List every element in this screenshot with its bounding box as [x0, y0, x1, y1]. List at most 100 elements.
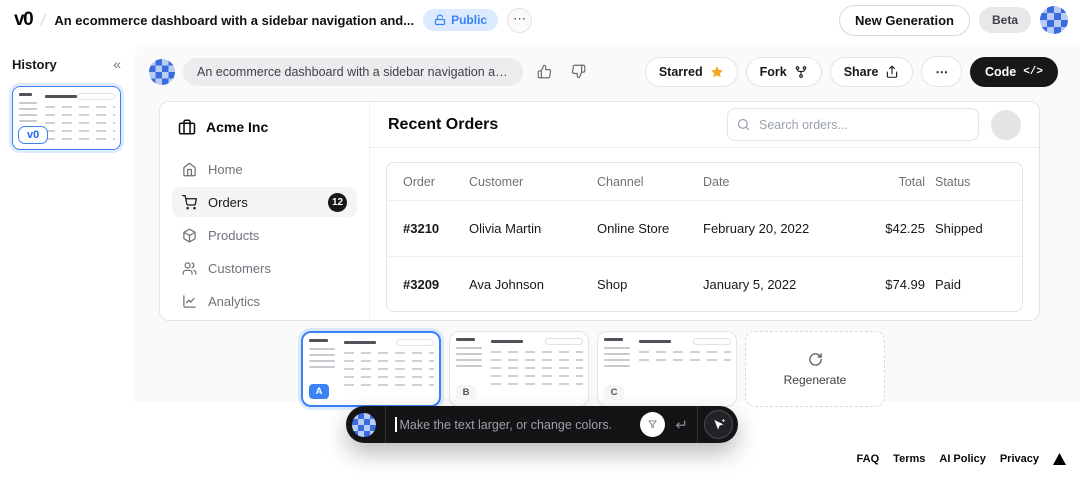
credits-indicator-button[interactable] [640, 412, 666, 437]
mini-line [19, 114, 38, 116]
channel-cell: Shop [597, 276, 628, 292]
mini-search [545, 338, 583, 345]
user-avatar[interactable] [1040, 6, 1068, 34]
share-icon [887, 65, 898, 78]
v0-logo[interactable]: v0 [14, 9, 34, 30]
text-caret [395, 417, 397, 432]
variant-label: A [309, 384, 329, 399]
footer-link-ai-policy[interactable]: AI Policy [939, 453, 986, 465]
history-version-thumbnail[interactable]: v0 [12, 86, 121, 150]
footer-link-privacy[interactable]: Privacy [999, 453, 1039, 465]
beta-badge: Beta [978, 7, 1031, 33]
chat-more-button[interactable]: ⋯ [507, 7, 533, 33]
mini-row [491, 367, 583, 369]
variant-label: B [456, 385, 476, 400]
thumbs-up-icon [537, 64, 551, 79]
code-label: Code [984, 64, 1017, 79]
breadcrumb-separator: / [39, 11, 48, 29]
date-cell: February 20, 2022 [703, 221, 810, 236]
thumbs-up-button[interactable] [531, 59, 557, 85]
divider [697, 406, 698, 443]
variant-b-thumbnail[interactable]: B [449, 331, 589, 407]
history-thumbnail-preview [19, 92, 115, 144]
home-icon [183, 162, 196, 176]
mini-row [45, 114, 115, 116]
mini-line [604, 353, 631, 355]
mini-line [491, 340, 524, 343]
history-panel: History « v0 [0, 40, 133, 493]
preview-user-avatar[interactable] [991, 109, 1021, 140]
workspace: An ecommerce dashboard with a sidebar na… [133, 44, 1080, 407]
date-cell: January 5, 2022 [703, 276, 797, 292]
mini-header [45, 93, 115, 100]
search-box [727, 108, 979, 141]
mini-line [45, 95, 77, 98]
nav-item-products[interactable]: Products [172, 220, 357, 250]
mini-line [19, 102, 38, 104]
thumbs-down-button[interactable] [565, 59, 591, 85]
mini-line [604, 359, 631, 361]
mini-line [456, 347, 483, 349]
nav-label: Analytics [208, 293, 261, 309]
variant-c-thumbnail[interactable]: C [597, 331, 737, 407]
generated-preview: Acme Inc Home Orders 12 Products [159, 101, 1040, 321]
mini-search [693, 338, 731, 345]
search-orders-input[interactable] [727, 108, 979, 141]
briefcase-icon [178, 119, 196, 135]
prompt-avatar [352, 412, 376, 437]
nav-label: Products [208, 227, 260, 243]
nav-item-customers[interactable]: Customers [172, 253, 357, 283]
starred-button[interactable]: Starred [644, 56, 738, 87]
total-cell: $42.25 [885, 221, 925, 236]
mini-line [604, 365, 631, 367]
fork-button[interactable]: Fork [745, 56, 822, 87]
public-badge[interactable]: Public [423, 9, 499, 31]
prompt-input[interactable] [399, 417, 641, 432]
nav-label: Customers [208, 260, 271, 276]
nav-item-orders[interactable]: Orders 12 [172, 187, 357, 217]
vercel-logo[interactable] [1053, 453, 1066, 465]
generation-header: An ecommerce dashboard with a sidebar na… [133, 44, 1080, 95]
nav-label: Home [208, 161, 243, 177]
generation-prompt[interactable]: An ecommerce dashboard with a sidebar na… [183, 57, 523, 86]
new-generation-button[interactable]: New Generation [839, 4, 970, 36]
col-total: Total [898, 174, 925, 189]
select-element-button[interactable] [704, 410, 733, 439]
mini-line [19, 93, 33, 96]
generation-avatar [149, 58, 175, 85]
mini-row [344, 368, 434, 370]
footer-link-faq[interactable]: FAQ [856, 453, 880, 465]
variant-thumbnail-preview [456, 337, 583, 401]
enter-icon[interactable]: ↵ [675, 416, 688, 434]
preview-nav: Home Orders 12 Products Customers [172, 154, 357, 316]
nav-item-home[interactable]: Home [172, 154, 357, 184]
regenerate-button[interactable]: Regenerate [745, 331, 885, 407]
cursor-pointer-icon [713, 418, 725, 430]
footer-link-terms[interactable]: Terms [893, 453, 926, 465]
mini-content [491, 337, 583, 401]
nav-label: Orders [208, 194, 248, 210]
variant-thumbnail-preview [309, 338, 434, 400]
code-button[interactable]: Code </> [969, 56, 1058, 87]
table-header-row: Order Customer Channel Date Total Status… [387, 163, 1022, 201]
order-id: #3210 [403, 221, 440, 236]
cart-icon [182, 194, 197, 209]
mini-header [639, 338, 731, 345]
generation-more-button[interactable]: ⋯ [921, 56, 962, 87]
share-button[interactable]: Share [829, 56, 914, 87]
page-footer: FAQ Terms AI Policy Privacy [857, 453, 1066, 465]
page-title: Recent Orders [388, 115, 499, 133]
channel-cell: Online Store [597, 221, 670, 236]
table-row: #3209 Ava Johnson Shop January 5, 2022 $… [387, 256, 1022, 311]
mini-line [604, 338, 623, 341]
mini-row [491, 383, 583, 385]
line-chart-icon [183, 294, 196, 308]
collapse-panel-icon[interactable]: « [113, 56, 121, 72]
nav-item-analytics[interactable]: Analytics [172, 286, 357, 316]
starred-label: Starred [658, 64, 703, 79]
public-badge-label: Public [451, 13, 488, 27]
code-icon: </> [1023, 65, 1043, 78]
col-date: Date [703, 174, 730, 189]
mini-row [45, 122, 115, 124]
variant-a-thumbnail[interactable]: A [301, 331, 441, 407]
